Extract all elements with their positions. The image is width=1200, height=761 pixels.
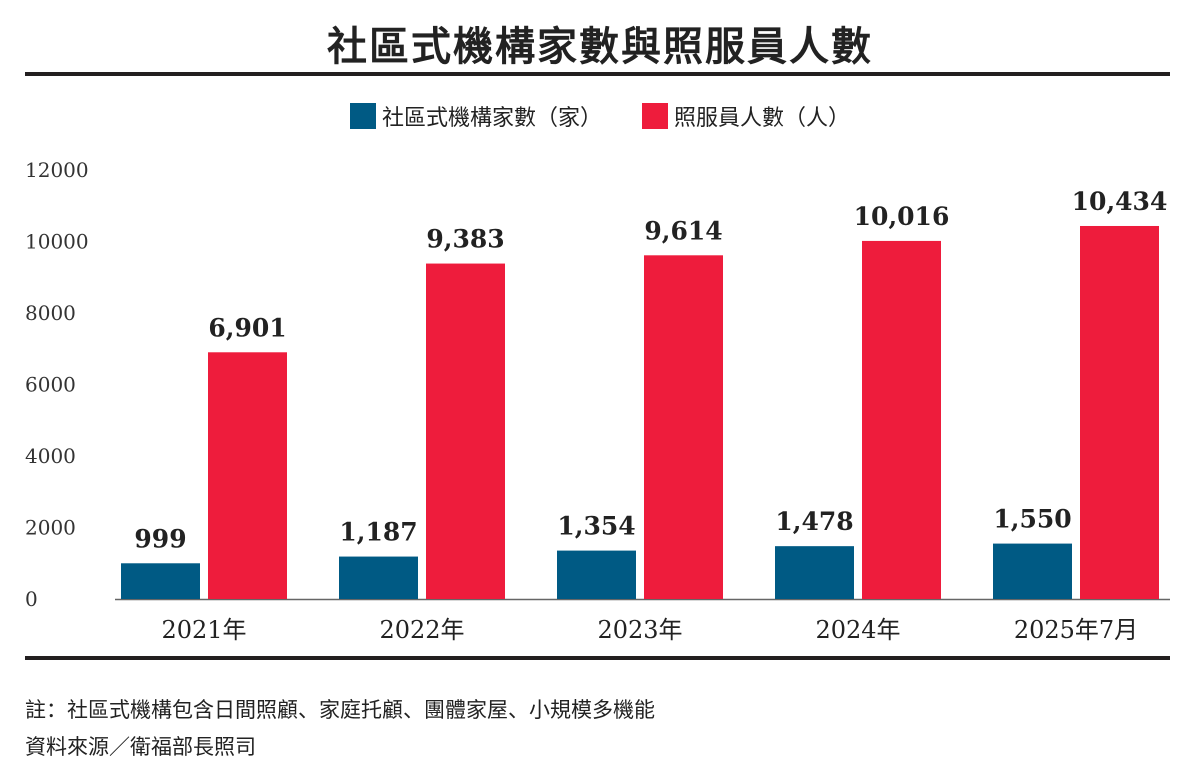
data-label: 1,354	[557, 512, 635, 541]
y-tick-label: 8000	[25, 301, 76, 325]
y-tick-label: 6000	[25, 373, 76, 397]
bar	[993, 543, 1072, 599]
data-label: 10,434	[1072, 187, 1168, 216]
y-tick-label: 12000	[25, 158, 89, 182]
legend-swatch	[642, 103, 668, 129]
top-rule	[25, 72, 1170, 76]
legend-swatch	[349, 103, 376, 129]
source-note: 資料來源／衛福部長照司	[25, 735, 256, 759]
x-tick-label: 2025年7月	[1014, 616, 1138, 644]
chart-title: 社區式機構家數與照服員人數	[327, 23, 873, 70]
footnote: 註：社區式機構包含日間照顧、家庭托顧、團體家屋、小規模多機能	[25, 698, 655, 722]
bottom-rule	[25, 656, 1170, 660]
data-label: 1,550	[993, 505, 1071, 534]
bar	[426, 263, 505, 599]
bar	[862, 240, 941, 600]
data-label: 10,016	[854, 202, 950, 231]
legend: 社區式機構家數（家） 照服員人數（人）	[0, 100, 1200, 132]
bar	[208, 352, 287, 599]
bar	[121, 563, 200, 599]
bar	[775, 546, 854, 599]
bar	[1080, 225, 1159, 599]
y-tick-label: 10000	[25, 230, 89, 254]
data-label: 9,614	[644, 216, 722, 245]
legend-item-institutions: 社區式機構家數（家）	[349, 100, 602, 132]
y-tick-label: 4000	[25, 444, 76, 468]
data-label: 1,187	[339, 518, 417, 547]
legend-label: 照服員人數（人）	[674, 106, 851, 131]
data-label: 999	[134, 524, 186, 553]
y-tick-label: 2000	[25, 516, 76, 540]
bar	[557, 550, 636, 599]
bar	[644, 255, 723, 599]
legend-label: 社區式機構家數（家）	[381, 106, 602, 131]
x-tick-label: 2021年	[161, 616, 246, 644]
x-tick-label: 2024年	[815, 616, 900, 644]
data-label: 9,383	[426, 225, 504, 254]
data-label: 1,478	[775, 507, 853, 536]
x-tick-label: 2023年	[597, 616, 682, 644]
legend-item-caregivers: 照服員人數（人）	[642, 100, 850, 132]
data-label: 6,901	[208, 313, 286, 342]
bar	[339, 556, 418, 599]
x-tick-label: 2022年	[379, 616, 464, 644]
y-tick-label: 0	[25, 587, 38, 611]
